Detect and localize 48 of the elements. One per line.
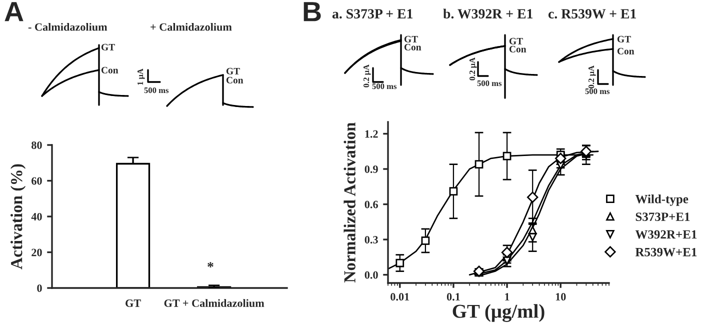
text: Con [404,44,422,50]
y-tick-label: 60 [32,177,42,185]
text: Con [226,76,244,84]
y-axis-title: Activation (%) [10,164,26,270]
y-tick-label: 20 [32,248,42,256]
text: 500 ms [585,88,610,94]
y-tick-label: 80 [32,141,42,149]
text: Con [101,66,118,74]
text: 500 ms [144,87,169,94]
legend-label: S373P+E1 [636,212,690,222]
x-tick-label: 0.1 [446,293,460,301]
x-tick-label: 1 [505,293,510,300]
x-tick-label: 0.01 [390,293,410,301]
text: 500 ms [372,83,397,90]
legend-label: Wild-type [635,194,688,206]
text: 500 ms [477,80,502,86]
text: 0.2 μA [363,64,371,88]
y-tick-label: 0.6 [364,200,378,208]
text: GT [617,36,631,42]
text: b. W392R + E1 [443,8,533,19]
x-axis-title: GT (μg/ml) [452,304,544,322]
y-tick-label: 40 [31,212,42,220]
text: GT [101,44,115,50]
text: B [304,2,321,22]
annotation: * [208,262,214,268]
text: GT [226,68,240,74]
x-tick-label: GT + Calmidazolium [164,299,264,307]
text: c. R539W + E1 [548,9,636,19]
legend-label: W392R+E1 [635,230,697,239]
legend-label: R539W+E1 [635,248,697,256]
text: GT [509,38,523,44]
text: 0.2 μA [588,65,596,88]
text: 0.2 μA [469,57,477,80]
text: GT [404,36,418,42]
x-tick-label: 10 [556,293,566,301]
y-axis-title: Normalized Activation [344,122,356,282]
text: 1 μA [138,68,145,85]
y-tick-label: 0 [37,284,42,292]
y-tick-label: 0.3 [364,236,378,244]
text: A [4,2,24,22]
text: Con [617,48,634,54]
text: + Calmidazolium [150,22,232,31]
y-tick-label: 0.9 [364,165,378,174]
text: a. S373P + E1 [332,9,413,19]
y-tick-label: 1.2 [365,130,378,138]
text: - Calmidazolium [28,22,108,31]
text: Con [509,46,526,52]
y-tick-label: 0.0 [364,271,378,279]
